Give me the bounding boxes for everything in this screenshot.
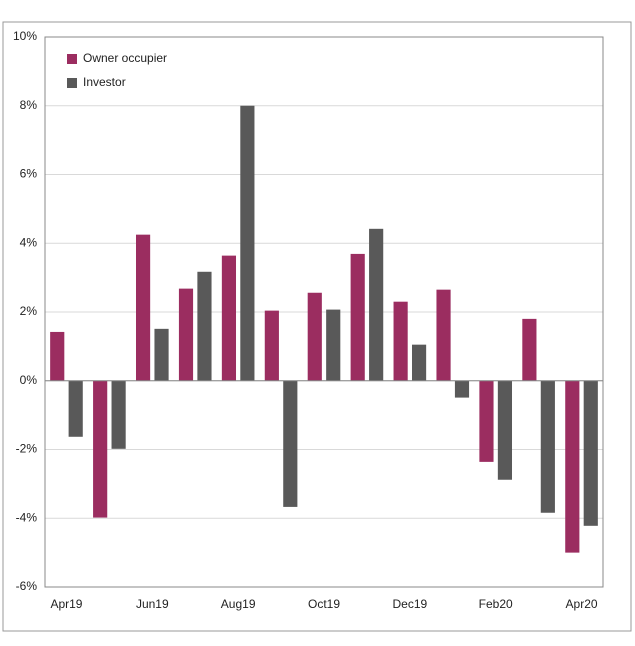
x-tick-label: Apr19: [50, 597, 82, 611]
bar: [497, 380, 513, 480]
bar: [264, 310, 279, 381]
legend-swatch: [67, 78, 77, 88]
legend-label: Owner occupier: [83, 51, 167, 65]
legend-swatch: [67, 54, 77, 64]
y-tick-label: 6%: [20, 167, 38, 181]
bar: [479, 380, 494, 462]
bar: [454, 380, 470, 398]
y-tick-label: 0%: [20, 373, 38, 387]
y-tick-label: 8%: [20, 98, 38, 112]
x-tick-label: Feb20: [479, 597, 513, 611]
y-tick-label: -4%: [16, 510, 38, 524]
bar: [283, 380, 298, 507]
bar: [522, 318, 537, 381]
bar: [111, 380, 126, 449]
bar: [436, 289, 451, 381]
bar: [350, 253, 365, 381]
bar: [369, 228, 384, 381]
bar: [93, 380, 108, 518]
bar: [154, 328, 169, 381]
y-tick-label: 4%: [20, 235, 38, 249]
y-tick-label: -2%: [16, 442, 38, 456]
bar: [565, 380, 580, 553]
y-tick-label: 10%: [13, 29, 37, 43]
x-tick-label: Dec19: [393, 597, 428, 611]
x-tick-label: Apr20: [566, 597, 598, 611]
y-tick-label: 2%: [20, 304, 38, 318]
bar: [240, 105, 255, 381]
bar: [411, 344, 427, 381]
bar: [307, 292, 322, 381]
bar: [197, 271, 212, 381]
legend-label: Investor: [83, 75, 126, 89]
bar: [178, 288, 194, 381]
x-tick-label: Jun19: [136, 597, 169, 611]
bar: [540, 380, 555, 513]
bar: [50, 331, 65, 381]
bar: [326, 309, 341, 381]
bar: [583, 380, 598, 526]
y-tick-label: -6%: [16, 579, 38, 593]
bar: [135, 234, 151, 381]
bar: [393, 301, 408, 381]
x-tick-label: Aug19: [221, 597, 256, 611]
bar: [68, 380, 83, 437]
plot-frame: [44, 36, 604, 588]
bar: [221, 255, 237, 381]
x-tick-label: Oct19: [308, 597, 340, 611]
chart-frame: [2, 21, 632, 632]
